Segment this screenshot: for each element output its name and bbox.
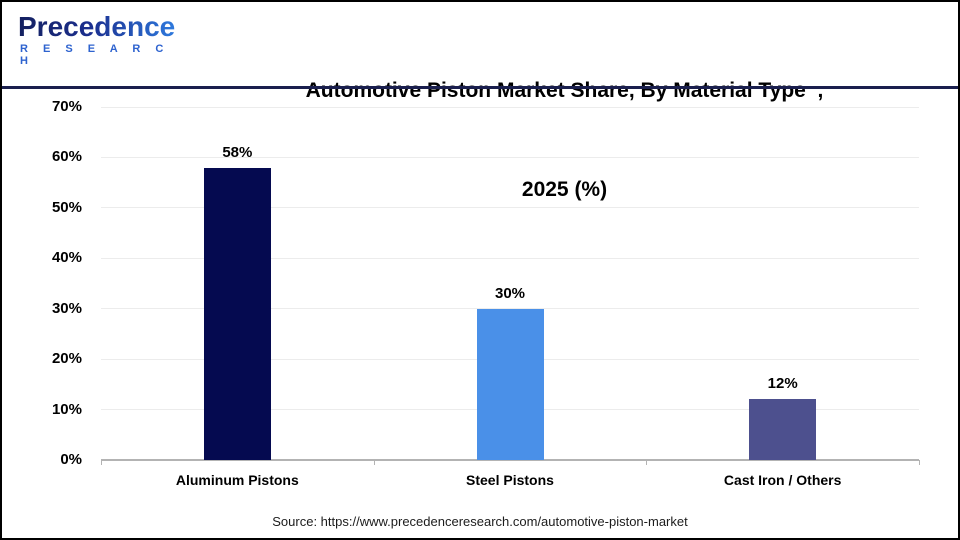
y-tick-label: 20% — [51, 350, 82, 368]
x-axis-line — [101, 459, 919, 461]
gridline — [101, 207, 919, 209]
y-tick-label: 50% — [51, 198, 82, 216]
chart-title: Automotive Piston Market Share, By Mater… — [177, 8, 952, 272]
category-label: Aluminum Pistons — [175, 472, 299, 488]
bar — [749, 399, 817, 460]
bar-value-label: 30% — [494, 284, 526, 302]
chart-title-line2: 2025 (%) — [521, 178, 608, 201]
header-separator — [2, 86, 958, 89]
bar — [476, 308, 544, 460]
x-axis-tick — [373, 460, 375, 465]
x-axis-tick — [646, 460, 648, 465]
bar — [203, 167, 271, 460]
bar-value-label: 58% — [222, 143, 253, 161]
x-axis-tick — [101, 460, 102, 465]
y-tick-label: 30% — [51, 299, 82, 317]
gridline — [101, 106, 919, 108]
category-label: Steel Pistons — [466, 472, 554, 488]
y-tick-label: 40% — [51, 249, 82, 267]
y-tick-label: 0% — [60, 451, 82, 468]
y-tick-label: 70% — [51, 98, 82, 115]
y-tick-label: 10% — [51, 400, 82, 418]
source-citation: Source: https://www.precedenceresearch.c… — [272, 514, 688, 529]
gridline — [101, 257, 919, 259]
category-label: Cast Iron / Others — [723, 472, 842, 488]
gridline — [101, 156, 919, 158]
chart-title-line1: Automotive Piston Market Share, By Mater… — [305, 79, 824, 102]
logo-brand-text: Precedence — [18, 12, 178, 42]
x-axis-tick — [919, 460, 920, 465]
bar-value-label: 12% — [767, 375, 798, 393]
y-tick-label: 60% — [51, 148, 82, 166]
precedence-logo: Precedence R E S E A R C H — [18, 12, 178, 68]
logo-sub-text: R E S E A R C H — [20, 43, 170, 67]
